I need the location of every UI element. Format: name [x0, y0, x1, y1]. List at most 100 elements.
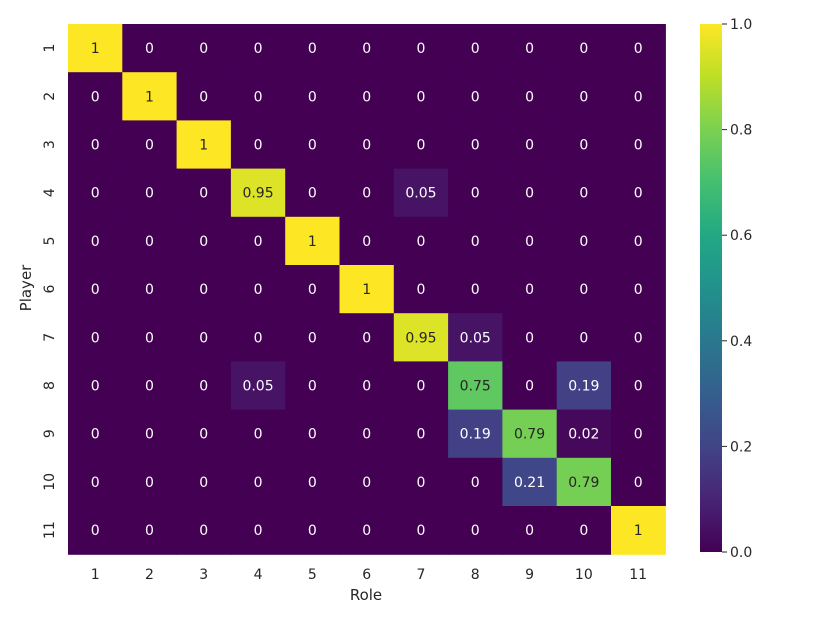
y-tick-label: 2 — [42, 92, 58, 101]
heatmap-cell — [68, 120, 123, 170]
heatmap-cell-label: 0 — [254, 475, 263, 491]
heatmap-cell-label: 0 — [579, 282, 588, 298]
heatmap-cell-label: 0 — [254, 138, 263, 154]
heatmap-cell-label: 0 — [634, 89, 643, 105]
heatmap-cell-label: 0 — [91, 89, 100, 105]
heatmap-cell — [230, 506, 286, 555]
colorbar-tick-label: 0.0 — [730, 545, 752, 561]
heatmap-cell — [285, 506, 341, 555]
heatmap-cell — [230, 168, 286, 218]
heatmap-cell — [122, 361, 178, 411]
heatmap-cell — [448, 313, 503, 362]
heatmap-cell — [611, 216, 666, 266]
heatmap-cell-label: 0 — [199, 234, 208, 250]
heatmap-cell — [68, 409, 123, 459]
heatmap-cell-label: 0 — [145, 330, 154, 346]
heatmap-cell — [285, 216, 341, 266]
heatmap-cell-label: 0 — [91, 523, 100, 539]
heatmap-cell-label: 0 — [308, 282, 317, 298]
heatmap-cell — [230, 216, 286, 266]
heatmap-cell-label: 0 — [199, 379, 208, 395]
x-tick-label: 10 — [575, 567, 593, 583]
heatmap-cell-label: 0 — [308, 523, 317, 539]
heatmap-cell-label: 0 — [199, 186, 208, 202]
x-axis-ticks: 1 2 3 4 5 6 7 8 9 10 11 — [91, 567, 647, 583]
heatmap-cell — [556, 120, 612, 170]
x-tick-label: 4 — [254, 567, 263, 583]
y-tick-label: 11 — [42, 521, 58, 539]
heatmap-cell — [611, 120, 666, 170]
heatmap-cell — [122, 120, 178, 170]
heatmap-cell-labels: 1 0 0 0 0 0 0 0 0 0 0 0 1 0 0 0 0 0 0 0 0 0 0 0 1 0 0 0 0 0 0 0 0 0 0 0 0.95… — [91, 41, 643, 539]
heatmap-cell-label: 0.05 — [242, 379, 273, 395]
heatmap-cell-label: 0 — [91, 330, 100, 346]
heatmap-cell-label: 1 — [91, 41, 100, 57]
heatmap-cell — [230, 120, 286, 170]
heatmap-cell-label: 0 — [254, 523, 263, 539]
heatmap-cell-label: 0 — [254, 89, 263, 105]
y-tick-label: 10 — [42, 473, 58, 491]
heatmap-cell — [339, 72, 395, 121]
heatmap-cell — [393, 506, 449, 555]
heatmap-cell — [448, 168, 503, 218]
x-tick-label: 8 — [471, 567, 480, 583]
x-tick-label: 11 — [629, 567, 647, 583]
heatmap-cell-label: 0 — [199, 89, 208, 105]
heatmap-cell-label: 0 — [145, 475, 154, 491]
heatmap-cell — [556, 457, 612, 507]
heatmap-cell — [339, 409, 395, 459]
heatmap-cell-label: 0 — [91, 427, 100, 443]
heatmap-cell-label: 0 — [525, 138, 534, 154]
heatmap-cell-label: 0 — [145, 186, 154, 202]
heatmap-cell-label: 0 — [634, 475, 643, 491]
x-tick-label: 6 — [362, 567, 371, 583]
heatmap-cell-label: 0 — [308, 379, 317, 395]
heatmap-cell-label: 0 — [362, 330, 371, 346]
heatmap-cell — [176, 24, 232, 73]
heatmap-cell-label: 0 — [634, 427, 643, 443]
heatmap-cell-label: 0 — [199, 41, 208, 57]
heatmap-cells — [68, 24, 666, 555]
heatmap-cell-label: 0 — [579, 234, 588, 250]
heatmap-cell — [556, 216, 612, 266]
heatmap-cell-label: 0 — [199, 475, 208, 491]
heatmap-cell — [448, 265, 503, 314]
x-tick-label: 2 — [145, 567, 154, 583]
heatmap-cell — [502, 361, 558, 411]
heatmap-cell-label: 0 — [416, 475, 425, 491]
x-axis-label: Role — [350, 586, 382, 604]
y-tick-label: 8 — [42, 381, 58, 390]
heatmap-cell-label: 0 — [579, 330, 588, 346]
heatmap-cell — [393, 168, 449, 218]
heatmap-cell — [611, 265, 666, 314]
heatmap-cell — [502, 506, 558, 555]
heatmap-cell-label: 0.79 — [568, 475, 599, 491]
heatmap-cell — [448, 24, 503, 73]
heatmap-cell — [68, 24, 123, 73]
heatmap-cell-label: 0 — [471, 282, 480, 298]
heatmap-cell-label: 0 — [416, 234, 425, 250]
heatmap-cell — [230, 409, 286, 459]
heatmap-cell-label: 0 — [525, 41, 534, 57]
heatmap-cell-label: 0 — [416, 138, 425, 154]
heatmap-cell-label: 0 — [579, 41, 588, 57]
heatmap-cell-label: 0 — [362, 427, 371, 443]
heatmap-cell-label: 0 — [525, 330, 534, 346]
heatmap-cell-label: 0 — [579, 89, 588, 105]
heatmap-cell-label: 0 — [91, 186, 100, 202]
heatmap-cell-label: 1 — [634, 523, 643, 539]
heatmap-cell — [556, 24, 612, 73]
heatmap-cell — [339, 506, 395, 555]
heatmap-cell — [176, 168, 232, 218]
heatmap-cell — [393, 409, 449, 459]
heatmap-cell-label: 0 — [254, 234, 263, 250]
heatmap-cell-label: 0 — [634, 282, 643, 298]
colorbar-ticks: 0.0 0.2 0.4 0.6 0.8 1.0 — [722, 17, 752, 561]
heatmap-cell — [393, 265, 449, 314]
heatmap-cell-label: 0 — [634, 330, 643, 346]
y-axis-ticks: 1 2 3 4 5 6 7 8 9 10 11 — [42, 44, 58, 539]
heatmap-cell — [285, 313, 341, 362]
heatmap-cell-label: 0 — [579, 523, 588, 539]
heatmap-cell — [285, 409, 341, 459]
heatmap-cell-label: 0 — [91, 234, 100, 250]
